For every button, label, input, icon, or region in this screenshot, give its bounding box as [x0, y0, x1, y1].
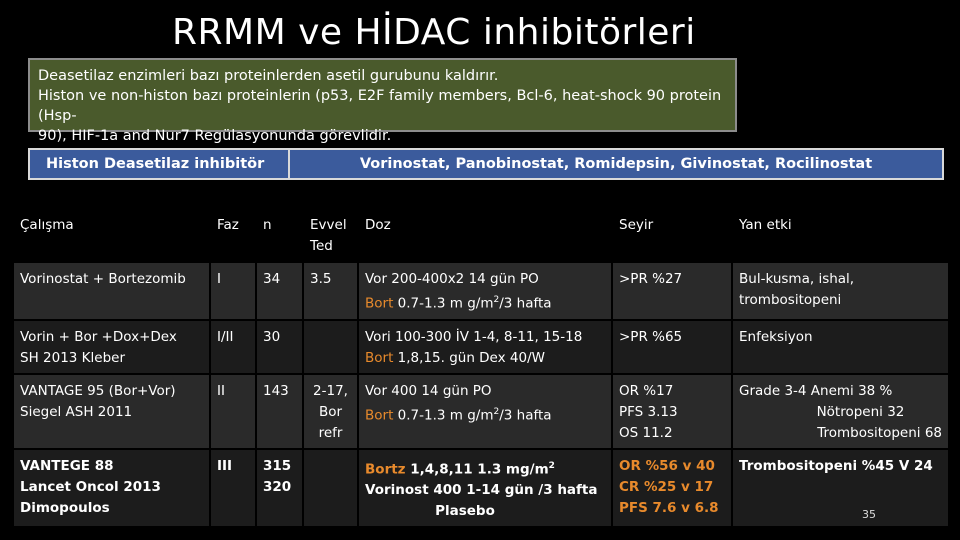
dose-drug: Bort: [365, 407, 394, 423]
intro-box: Deasetilaz enzimleri bazı proteinlerden …: [28, 58, 737, 144]
dose-drug: Bort: [365, 349, 394, 366]
dose-tail: /3 hafta: [499, 407, 552, 423]
intro-line: Histon ve non-histon bazı proteinlerin (…: [38, 88, 722, 124]
cell-phase: I/II: [209, 318, 256, 374]
outcome-line: PFS 7.6 v 6.8: [619, 499, 719, 516]
table-header-row: Çalışma Faz n Evvel Ted Doz Seyir Yan et…: [14, 208, 948, 262]
dose-line: Bortz 1,4,8,11 1.3 mg/m2: [365, 456, 605, 481]
cell-outcome: OR %17 PFS 3.13 OS 11.2: [611, 372, 732, 449]
outcome-line: OR %17: [619, 382, 674, 399]
cell-prior: [302, 447, 358, 526]
cell-study: VANTEGE 88 Lancet Oncol 2013 Dimopoulos: [14, 447, 210, 526]
prior-line: Bor: [318, 403, 343, 420]
study-text: VANTAGE 95 (Bor+Vor): [20, 382, 176, 399]
cell-n: 30: [255, 318, 303, 374]
cell-prior: [302, 318, 358, 374]
cell-outcome: >PR %65: [611, 318, 732, 374]
cell-outcome: OR %56 v 40 CR %25 v 17 PFS 7.6 v 6.8: [611, 447, 732, 526]
dose-drug: Bortz: [365, 461, 406, 477]
side-effect-line: Bul-kusma, ishal,: [739, 271, 855, 287]
study-reference: Siegel ASH 2011: [20, 403, 133, 420]
header-prior-line: Evvel: [310, 217, 347, 233]
prior-line: 2-17,: [313, 382, 348, 399]
cell-phase: II: [209, 372, 256, 449]
outcome-line: PFS 3.13: [619, 403, 678, 420]
header-dose: Doz: [357, 208, 612, 262]
study-author: Dimopoulos: [20, 499, 110, 516]
cell-dose: Vor 200-400x2 14 gün PO Bort 0.7-1.3 m g…: [357, 261, 612, 320]
header-side-effect: Yan etki: [731, 208, 948, 262]
dose-value: 0.7-1.3 m g/m: [393, 407, 494, 423]
n-line: 315: [263, 457, 292, 474]
dose-line: Vori 100-300 İV 1-4, 8-11, 15-18: [365, 328, 583, 345]
study-text: VANTEGE 88: [20, 457, 114, 474]
dose-line: Bort 0.7-1.3 m g/m2/3 hafta: [365, 402, 605, 427]
cell-dose: Bortz 1,4,8,11 1.3 mg/m2 Vorinost 400 1-…: [357, 447, 612, 526]
dose-value: 0.7-1.3 m g/m: [393, 295, 494, 312]
cell-prior: 3.5: [302, 261, 358, 320]
study-reference: SH 2013 Kleber: [20, 349, 125, 366]
cell-outcome: >PR %27: [611, 261, 732, 320]
dose-tail: /3 hafta: [499, 295, 552, 312]
cell-side-effect: Enfeksiyon: [731, 318, 948, 374]
dose-line: Bort 1,8,15. gün Dex 40/W: [365, 348, 605, 369]
cell-prior: 2-17, Bor refr: [302, 372, 358, 449]
dose-superscript: 2: [493, 295, 500, 305]
table-row: Vorinostat + Bortezomib I 34 3.5 Vor 200…: [14, 261, 948, 320]
cell-phase: I: [209, 261, 256, 320]
header-outcome: Seyir: [611, 208, 732, 262]
dose-line: Vor 400 14 gün PO: [365, 382, 492, 399]
header-prior-treatment: Evvel Ted: [302, 208, 358, 262]
study-text: Vorin + Bor +Dox+Dex: [20, 328, 177, 345]
table-row: Vorin + Bor +Dox+Dex SH 2013 Kleber I/II…: [14, 318, 948, 374]
cell-side-effect: Grade 3-4 Anemi 38 % Nötropeni 32 Trombo…: [731, 372, 948, 449]
intro-line: 90), HIF-1a and Nur7 Regülasyonunda göre…: [38, 128, 392, 144]
trials-table: Çalışma Faz n Evvel Ted Doz Seyir Yan et…: [14, 208, 948, 526]
cell-study: Vorin + Bor +Dox+Dex SH 2013 Kleber: [14, 318, 210, 374]
cell-phase: III: [209, 447, 256, 526]
dose-value: 1,8,15. gün Dex 40/W: [393, 349, 545, 366]
cell-study: VANTAGE 95 (Bor+Vor) Siegel ASH 2011: [14, 372, 210, 449]
page-number: 35: [862, 508, 876, 521]
side-effect-line: Grade 3-4 Anemi 38 %: [739, 382, 893, 399]
cell-n: 315 320: [255, 447, 303, 526]
study-reference: Lancet Oncol 2013: [20, 478, 161, 495]
cell-n: 143: [255, 372, 303, 449]
hdac-banner: Histon Deasetilaz inhibitör Vorinostat, …: [28, 148, 944, 180]
slide-title: RRMM ve HİDAC inhibitörleri: [172, 12, 696, 53]
outcome-line: OR %56 v 40: [619, 457, 715, 474]
cell-side-effect: Trombositopeni %45 V 24: [731, 447, 948, 526]
outcome-line: OS 11.2: [619, 424, 673, 441]
dose-line: Vorinost 400 1-14 gün /3 hafta: [365, 482, 598, 498]
side-effect-line: Nötropeni 32: [816, 403, 905, 420]
header-phase: Faz: [209, 208, 256, 262]
table-row: VANTAGE 95 (Bor+Vor) Siegel ASH 2011 II …: [14, 372, 948, 449]
hdac-label: Histon Deasetilaz inhibitör: [30, 150, 290, 178]
header-study: Çalışma: [14, 208, 210, 262]
study-text: Vorinostat + Bortezomib: [20, 271, 186, 287]
hdac-drug-list: Vorinostat, Panobinostat, Romidepsin, Gi…: [359, 156, 873, 172]
dose-superscript: 2: [493, 406, 500, 417]
header-n: n: [255, 208, 303, 262]
intro-line: Deasetilaz enzimleri bazı proteinlerden …: [38, 68, 499, 84]
cell-n: 34: [255, 261, 303, 320]
dose-line: Bort 0.7-1.3 m g/m2/3 hafta: [365, 290, 605, 315]
cell-study: Vorinostat + Bortezomib: [14, 261, 210, 320]
cell-dose: Vori 100-300 İV 1-4, 8-11, 15-18 Bort 1,…: [357, 318, 612, 374]
dose-superscript: 2: [548, 460, 555, 471]
cell-dose: Vor 400 14 gün PO Bort 0.7-1.3 m g/m2/3 …: [357, 372, 612, 449]
cell-side-effect: Bul-kusma, ishal, trombositopeni: [731, 261, 948, 320]
outcome-line: CR %25 v 17: [619, 478, 714, 495]
dose-drug: Bort: [365, 295, 394, 312]
side-effect-line: Trombositopeni 68: [817, 424, 942, 441]
table-row: VANTEGE 88 Lancet Oncol 2013 Dimopoulos …: [14, 447, 948, 526]
n-line: 320: [263, 478, 292, 495]
dose-value: 1,4,8,11 1.3 mg/m: [405, 461, 549, 477]
dose-line: Plasebo: [435, 503, 495, 519]
side-effect-line: trombositopeni: [739, 292, 842, 308]
header-prior-line: Ted: [310, 238, 333, 254]
prior-line: refr: [318, 424, 343, 441]
dose-line: Vor 200-400x2 14 gün PO: [365, 271, 539, 287]
